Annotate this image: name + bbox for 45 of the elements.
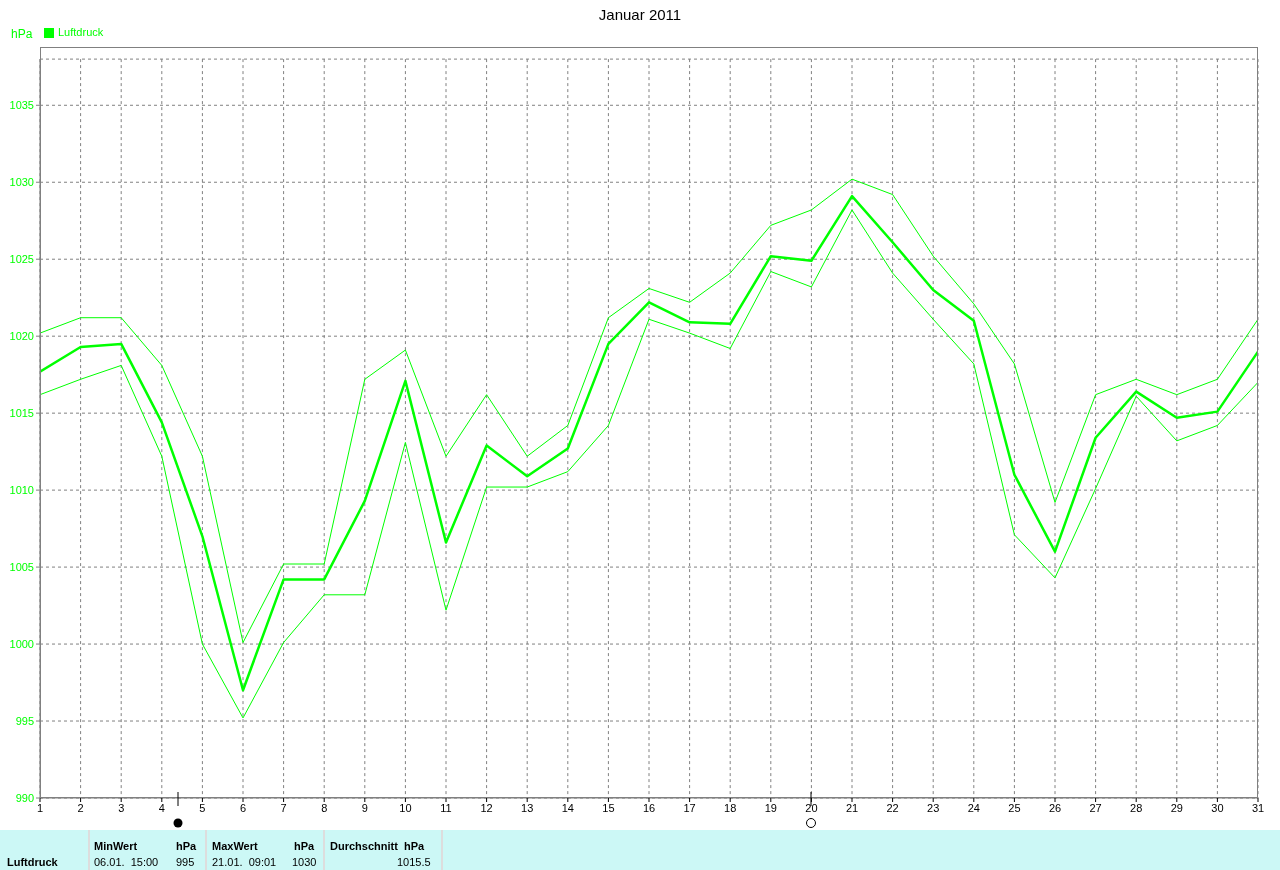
x-tick-label: 26 bbox=[1048, 801, 1062, 814]
y-tick-label: 1020 bbox=[9, 330, 34, 343]
x-tick-label: 3 bbox=[118, 801, 125, 814]
x-tick-label: 27 bbox=[1089, 801, 1102, 814]
x-tick-label: 9 bbox=[361, 801, 368, 814]
y-tick-label: 1035 bbox=[9, 99, 34, 112]
x-tick-label: 2 bbox=[77, 801, 84, 814]
x-tick-label: 16 bbox=[642, 801, 656, 814]
y-tick-label: 1025 bbox=[9, 253, 34, 266]
x-tick-label: 31 bbox=[1251, 801, 1265, 814]
x-tick-label: 10 bbox=[399, 801, 412, 814]
x-tick-label: 19 bbox=[764, 801, 777, 814]
x-tick-label: 14 bbox=[561, 801, 574, 814]
x-tick-label: 1 bbox=[36, 801, 44, 814]
x-tick-label: 28 bbox=[1130, 801, 1143, 814]
x-tick-label: 22 bbox=[886, 801, 899, 814]
x-tick-label: 11 bbox=[440, 801, 452, 814]
x-tick-label: 18 bbox=[724, 801, 737, 814]
x-tick-label: 30 bbox=[1211, 801, 1224, 814]
x-tick-label: 5 bbox=[199, 801, 206, 814]
y-tick-label: 1005 bbox=[9, 561, 34, 573]
x-tick-label: 6 bbox=[239, 801, 247, 814]
x-tick-label: 4 bbox=[158, 801, 165, 814]
x-tick-label: 24 bbox=[967, 801, 980, 814]
x-tick-label: 20 bbox=[805, 801, 818, 814]
y-tick-label: 1000 bbox=[9, 637, 34, 650]
x-tick-label: 25 bbox=[1008, 801, 1021, 814]
y-axis-title: hPa bbox=[11, 27, 33, 41]
x-tick-label: 7 bbox=[280, 801, 287, 814]
y-tick-label: 1010 bbox=[9, 484, 34, 497]
y-tick-label: 1030 bbox=[9, 176, 34, 189]
y-tick-label: 1015 bbox=[9, 407, 34, 420]
legend-label: Luftdruck bbox=[58, 26, 104, 38]
x-tick-label: 15 bbox=[602, 801, 615, 814]
chart-title: Januar 2011 bbox=[597, 6, 683, 23]
y-tick-label: 995 bbox=[15, 714, 34, 727]
x-tick-label: 21 bbox=[845, 801, 859, 814]
x-tick-label: 29 bbox=[1170, 801, 1183, 814]
x-tick-label: 8 bbox=[321, 801, 328, 814]
summary-table: MinWert hPa MaxWert hPa Durchschnitt hPa Luftdruck 06.01. 15:00 995 21.01. 09:01 1030 1015.5 bbox=[0, 830, 1280, 870]
x-tick-label: 23 bbox=[927, 801, 940, 814]
x-tick-label: 13 bbox=[521, 801, 534, 814]
y-tick-label: 990 bbox=[15, 791, 34, 804]
x-tick-label: 17 bbox=[683, 801, 696, 814]
x-tick-label: 12 bbox=[480, 801, 493, 814]
